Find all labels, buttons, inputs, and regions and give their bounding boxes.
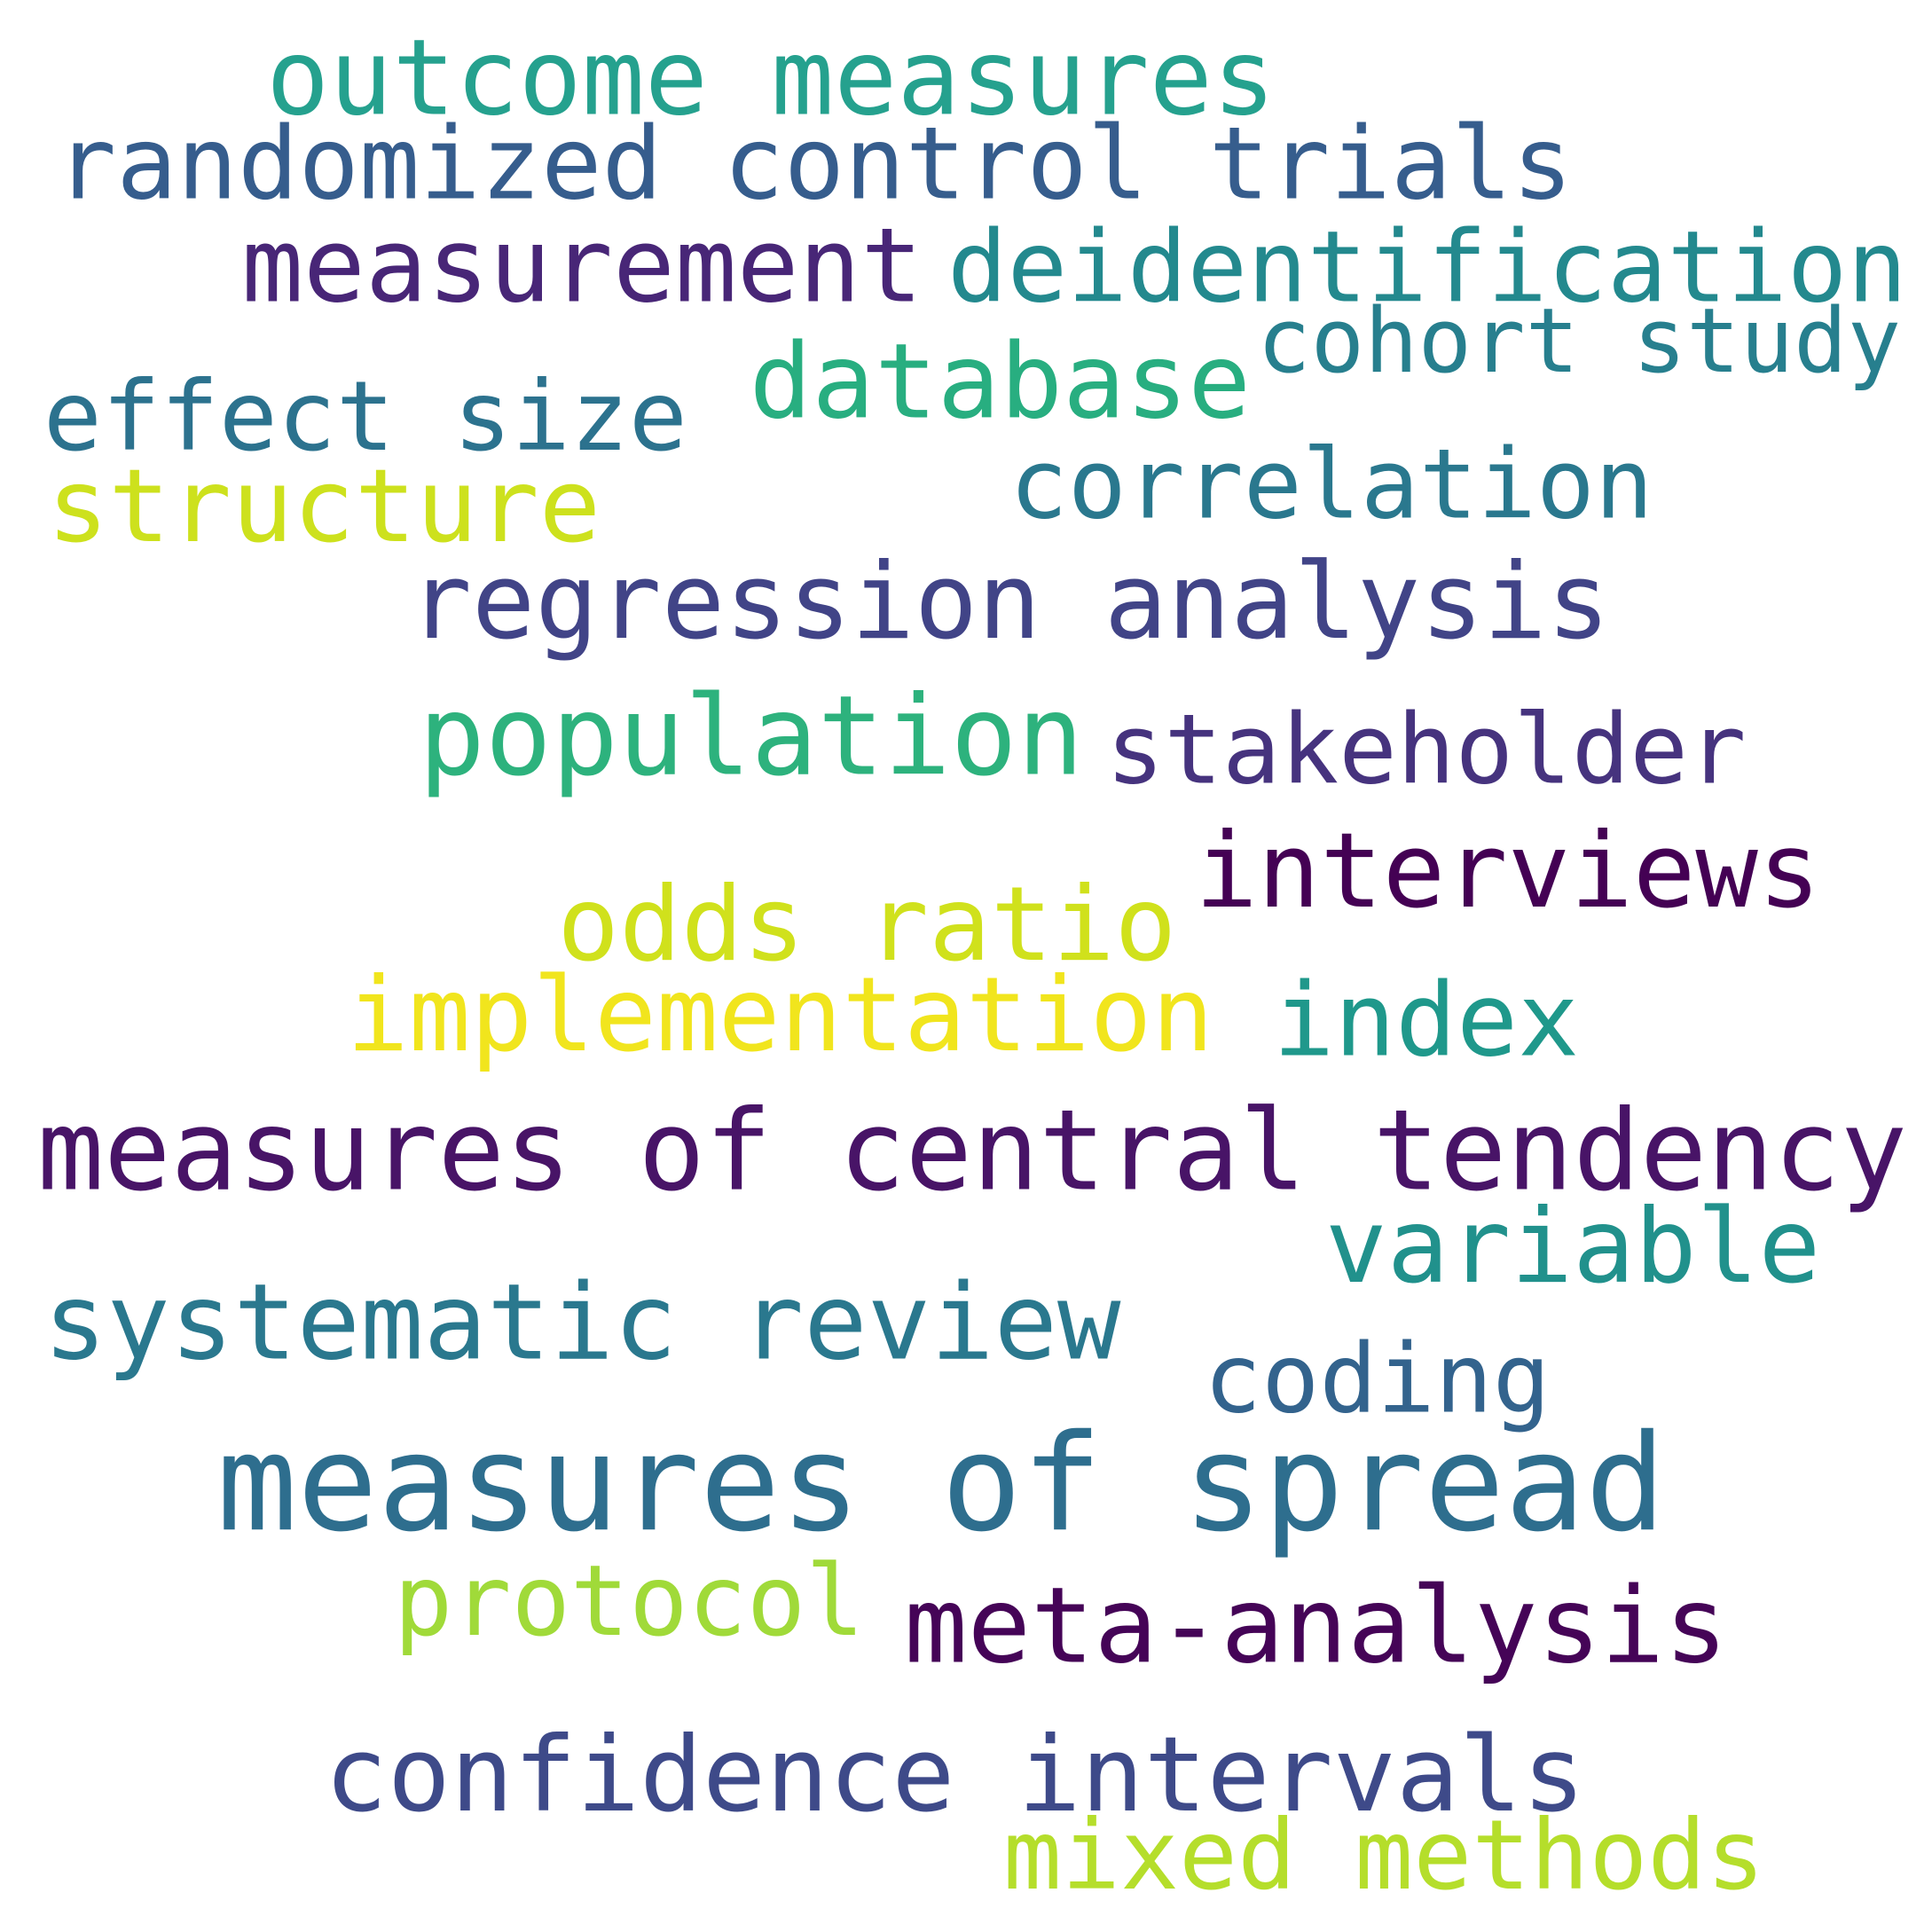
- word: deidentification: [947, 209, 1907, 325]
- word: protocol: [394, 1545, 865, 1659]
- word: variable: [1325, 1187, 1820, 1307]
- word: database: [750, 321, 1251, 443]
- word: odds ratio: [557, 865, 1176, 985]
- word: coding: [1204, 1324, 1551, 1435]
- word: effect size: [43, 360, 687, 473]
- word: confidence intervals: [325, 1714, 1585, 1835]
- word: mixed methods: [1003, 1799, 1765, 1912]
- word: implementation: [347, 955, 1213, 1075]
- word: meta-analysis: [904, 1565, 1727, 1687]
- word: correlation: [1009, 428, 1653, 541]
- word: structure: [47, 447, 601, 565]
- word: regression analysis: [409, 540, 1610, 663]
- word: systematic review: [43, 1261, 1121, 1384]
- word: interviews: [1195, 810, 1820, 931]
- word: randomized control trials: [56, 105, 1573, 222]
- word: measures of spread: [216, 1405, 1666, 1561]
- word: population: [419, 673, 1084, 801]
- word: stakeholder: [1106, 693, 1747, 805]
- word: index: [1273, 962, 1579, 1080]
- word: outcome measures: [266, 16, 1276, 138]
- word: measures of central tendency: [37, 1085, 1907, 1215]
- word: cohort study: [1257, 289, 1901, 393]
- word: measurement: [241, 206, 923, 326]
